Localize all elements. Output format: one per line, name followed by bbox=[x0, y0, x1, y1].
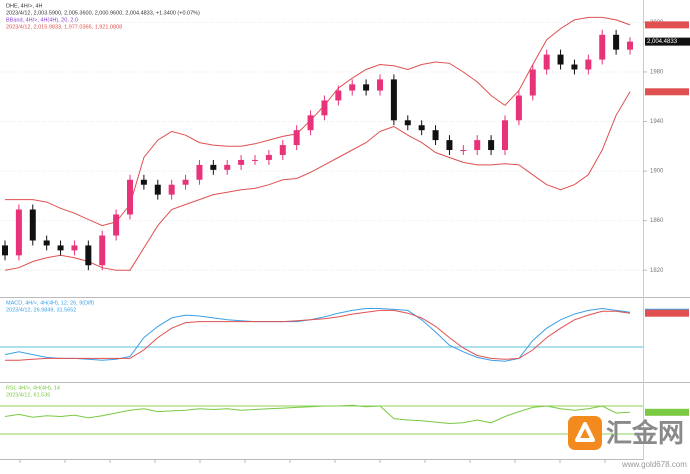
candle-body bbox=[349, 84, 356, 91]
series-line bbox=[4, 307, 631, 362]
candle-body bbox=[210, 164, 217, 170]
candle-body bbox=[571, 64, 578, 70]
candle-body bbox=[2, 245, 8, 256]
last-price-label: 2,004.4833 bbox=[647, 39, 678, 45]
candle-body bbox=[390, 79, 397, 121]
watermark: 汇金网 www.gold678.com bbox=[568, 416, 687, 469]
candle-body bbox=[224, 164, 231, 170]
candle-body bbox=[446, 140, 453, 151]
rsi-subtitle: 2023/4/12, 61.536 bbox=[6, 392, 50, 398]
candle-body bbox=[140, 179, 147, 185]
candle-body bbox=[113, 214, 120, 236]
candle-body bbox=[404, 120, 411, 126]
macd-title: MACD, 4H/>, 4H(4H), 12, 26, 9(Diff) bbox=[6, 300, 94, 306]
candle-body bbox=[432, 130, 439, 141]
candle-body bbox=[474, 140, 481, 151]
candle-body bbox=[529, 69, 536, 96]
candle-body bbox=[279, 145, 286, 155]
indicator-title: BBand, 4H/>, 4H(4H), 20, 2.0 bbox=[6, 17, 78, 23]
header: DHE, 4H/>, 4H 2023/4/12, 2,003.5900, 2,0… bbox=[6, 3, 200, 398]
candle-body bbox=[57, 245, 64, 251]
y-tick-label: 1940 bbox=[650, 119, 664, 125]
watermark-logo-shape bbox=[575, 422, 595, 442]
candle-body bbox=[99, 235, 106, 266]
candle-body bbox=[543, 54, 550, 70]
candle-body bbox=[43, 240, 50, 246]
watermark-url: www.gold678.com bbox=[621, 460, 687, 469]
candle-body bbox=[488, 140, 495, 151]
series-last-marker bbox=[645, 408, 689, 416]
candle-body bbox=[154, 184, 161, 195]
candle-body bbox=[335, 90, 342, 101]
chart-title: DHE, 4H/>, 4H bbox=[6, 3, 43, 9]
candle-body bbox=[321, 100, 328, 116]
y-tick-label: 1900 bbox=[650, 169, 664, 175]
candle-body bbox=[127, 179, 133, 215]
y-tick-label: 1860 bbox=[650, 218, 664, 224]
indicator-subtitle: 2023/4/12, 2,015.9833, 1,977.0366, 1,921… bbox=[6, 24, 122, 30]
candle-body bbox=[307, 115, 314, 131]
candle-body bbox=[71, 245, 78, 251]
candle-body bbox=[85, 245, 92, 266]
watermark-name: 汇金网 bbox=[606, 418, 684, 448]
candle-body bbox=[196, 164, 203, 180]
candle-body bbox=[15, 209, 22, 256]
candle-body bbox=[557, 54, 564, 65]
candle-body bbox=[599, 34, 606, 60]
y-tick-label: 1820 bbox=[650, 268, 664, 274]
candle-body bbox=[585, 59, 592, 70]
candle-body bbox=[418, 125, 425, 131]
candle-body bbox=[293, 130, 300, 146]
series-line bbox=[4, 91, 631, 271]
series-last-marker bbox=[645, 309, 689, 317]
candle-body bbox=[182, 179, 189, 185]
series-last-marker bbox=[645, 88, 689, 96]
series-line bbox=[4, 404, 631, 425]
candle-body bbox=[363, 84, 370, 91]
candle-body bbox=[265, 154, 272, 160]
candle-body bbox=[252, 159, 258, 161]
y-tick-label: 1980 bbox=[650, 70, 664, 76]
series-line bbox=[5, 309, 631, 361]
rsi-title: RSI, 4H/>, 4H(4H), 14 bbox=[6, 385, 60, 391]
candle-body bbox=[460, 150, 467, 152]
candle-body bbox=[502, 120, 508, 151]
candle-body bbox=[377, 79, 383, 91]
candle-body bbox=[515, 95, 522, 121]
macd-subtitle: 2023/4/12, 26.9849, 31.5652 bbox=[6, 307, 76, 313]
series-last-marker bbox=[645, 21, 689, 29]
series-line bbox=[5, 16, 631, 227]
watermark-logo bbox=[568, 416, 602, 450]
candle-body bbox=[168, 184, 175, 195]
candle-body bbox=[29, 209, 36, 241]
last-price-box bbox=[645, 37, 690, 46]
candle-body bbox=[627, 41, 633, 50]
candle-body bbox=[613, 34, 620, 50]
chart-subtitle: 2023/4/12, 2,003.5900, 2,005.3600, 2,000… bbox=[6, 10, 200, 16]
candle-body bbox=[238, 159, 245, 165]
